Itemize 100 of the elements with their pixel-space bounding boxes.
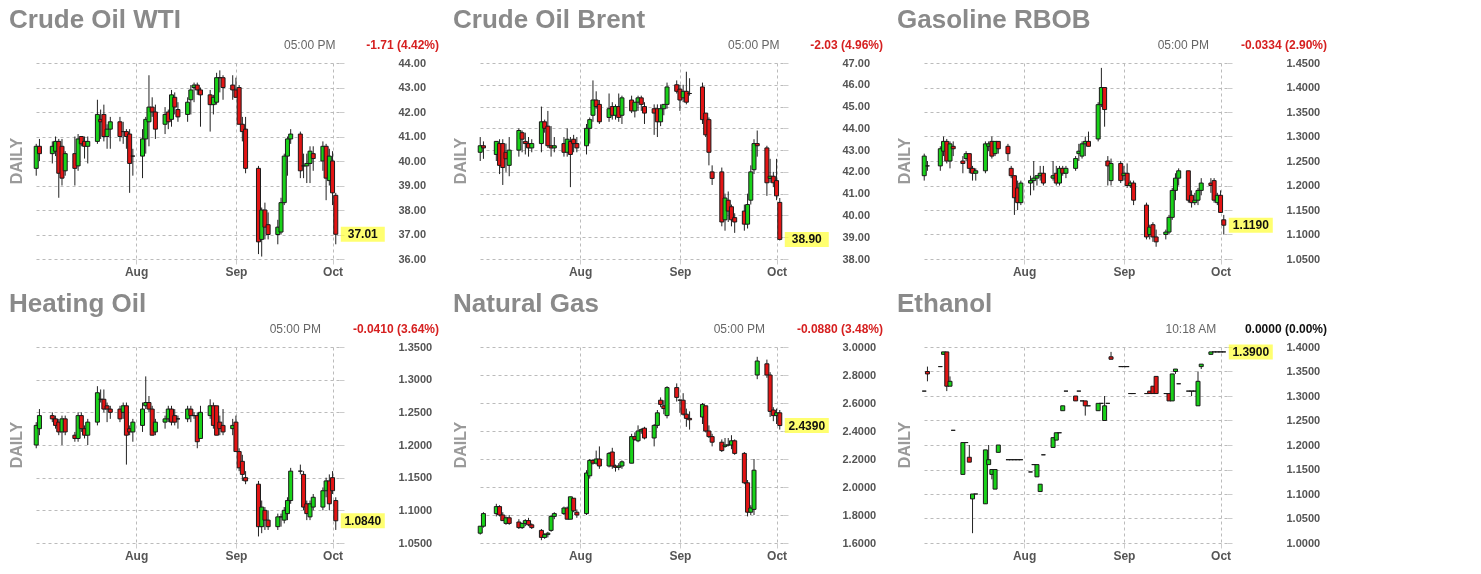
x-tick-label: Oct (767, 548, 788, 563)
x-tick-label: Aug (124, 264, 149, 279)
candlestick (75, 411, 81, 443)
y-tick-label: 43.00 (842, 143, 871, 156)
y-tick-label: 1.4000 (1286, 340, 1321, 353)
y-tick-label: 1.3500 (398, 340, 433, 353)
y-axis-title: DAILY (896, 421, 913, 469)
y-tick-label: 37.00 (398, 228, 427, 240)
candlestick (262, 202, 268, 240)
text: -2.03 (4.96%) (810, 38, 883, 52)
candlestick (1108, 158, 1114, 186)
y-tick-label: 36.00 (398, 252, 427, 265)
y-tick-label: 1.1500 (398, 471, 433, 484)
y-tick-label: 1.1500 (1286, 463, 1321, 475)
y-tick-label: 38.00 (398, 203, 427, 216)
x-tick-label: Sep (225, 264, 248, 279)
y-tick-label: 41.00 (842, 187, 871, 200)
y-tick-label: 39.00 (842, 230, 871, 243)
y-tick-label: 2.6000 (842, 396, 877, 409)
y-tick-label: 40.00 (398, 154, 427, 167)
x-tick-label: Sep (669, 264, 692, 279)
x-tick-label: Aug (124, 548, 149, 563)
annotation: 37.01 (347, 227, 379, 242)
annotation: 38.90 (791, 232, 823, 247)
y-tick-label: 1.4500 (1286, 56, 1321, 69)
y-tick-label: 1.2500 (1286, 414, 1321, 426)
x-tick-label: Oct (1211, 264, 1232, 279)
annotation: 1.0840 (344, 513, 382, 528)
y-tick-label: 1.0000 (1286, 536, 1321, 549)
y-tick-label: 2.0000 (842, 480, 877, 493)
y-tick-label: 1.1000 (398, 503, 433, 516)
y-tick-label: 1.3000 (398, 373, 433, 386)
candlestick (1005, 143, 1011, 162)
y-tick-label: 38.00 (842, 252, 871, 265)
x-tick-label: Aug (1012, 548, 1037, 563)
y-tick-label: 1.0500 (1286, 252, 1321, 265)
candlestick (674, 382, 680, 403)
y-tick-label: 1.2500 (1286, 154, 1321, 167)
candlestick (709, 164, 715, 186)
annotation: 2.4390 (788, 418, 826, 433)
candlestick (664, 82, 670, 110)
y-tick-label: 1.0500 (1286, 512, 1321, 524)
chart-title: Crude Oil WTI (9, 4, 181, 34)
x-tick-label: Oct (323, 264, 344, 279)
y-tick-label: 1.0500 (398, 536, 433, 549)
y-axis-title: DAILY (8, 137, 25, 185)
candlestick (1105, 155, 1111, 186)
y-tick-label: 44.00 (398, 56, 427, 69)
annotation: 1.1190 (1232, 218, 1270, 233)
y-tick-label: 1.2000 (398, 438, 433, 451)
x-tick-label: Oct (1211, 548, 1232, 563)
candlestick (62, 415, 68, 436)
text: 05:00 PM (728, 38, 780, 52)
y-tick-label: 1.3000 (1286, 389, 1321, 402)
y-tick-label: 42.00 (398, 105, 427, 118)
annotation: 1.3900 (1232, 344, 1270, 359)
y-tick-label: 40.00 (842, 208, 871, 221)
x-tick-label: Sep (1113, 548, 1136, 563)
candlestick (1050, 160, 1056, 182)
chart-title: Crude Oil Brent (453, 4, 646, 34)
y-axis-title: DAILY (452, 137, 469, 185)
x-tick-label: Aug (568, 264, 593, 279)
chart-title: Ethanol (897, 288, 993, 318)
text: -1.71 (4.42%) (366, 38, 439, 52)
y-tick-label: 46.00 (842, 78, 871, 91)
y-tick-label: 3.0000 (842, 340, 877, 353)
text: 05:00 PM (1157, 38, 1209, 52)
y-tick-label: 1.2000 (1286, 179, 1321, 191)
text: -0.0410 (3.64%) (352, 322, 439, 336)
text: -0.0334 (2.90%) (1240, 38, 1327, 52)
y-tick-label: 1.2000 (1286, 438, 1321, 451)
x-tick-label: Sep (225, 548, 248, 563)
y-tick-label: 2.8000 (842, 368, 877, 381)
candlestick (754, 356, 760, 380)
y-tick-label: 2.2000 (842, 452, 877, 465)
y-axis-title: DAILY (8, 421, 25, 469)
y-tick-label: 43.00 (398, 81, 427, 93)
y-tick-label: 1.3500 (1286, 365, 1321, 377)
y-tick-label: 47.00 (842, 56, 871, 69)
text: 05:00 PM (713, 322, 765, 336)
candlestick (262, 506, 268, 531)
y-tick-label: 1.2500 (398, 405, 433, 418)
y-tick-label: 1.1000 (1286, 228, 1321, 240)
text: 0.0000 (0.00%) (1244, 322, 1327, 336)
chart-title: Natural Gas (453, 288, 599, 318)
chart-title: Gasoline RBOB (897, 4, 1091, 34)
text: -0.0880 (3.48%) (796, 322, 883, 336)
y-axis-title: DAILY (896, 137, 913, 185)
candlestick (197, 87, 203, 128)
y-tick-label: 1.1000 (1286, 487, 1321, 500)
y-tick-label: 1.3500 (1286, 105, 1321, 118)
candlestick (175, 415, 181, 430)
candlestick (619, 95, 625, 125)
x-tick-label: Aug (568, 548, 593, 563)
candlestick (62, 150, 68, 177)
y-tick-label: 39.00 (398, 179, 427, 191)
text: 05:00 PM (284, 38, 336, 52)
y-tick-label: 44.00 (842, 121, 871, 134)
x-tick-label: Sep (669, 548, 692, 563)
text: 05:00 PM (269, 322, 321, 336)
